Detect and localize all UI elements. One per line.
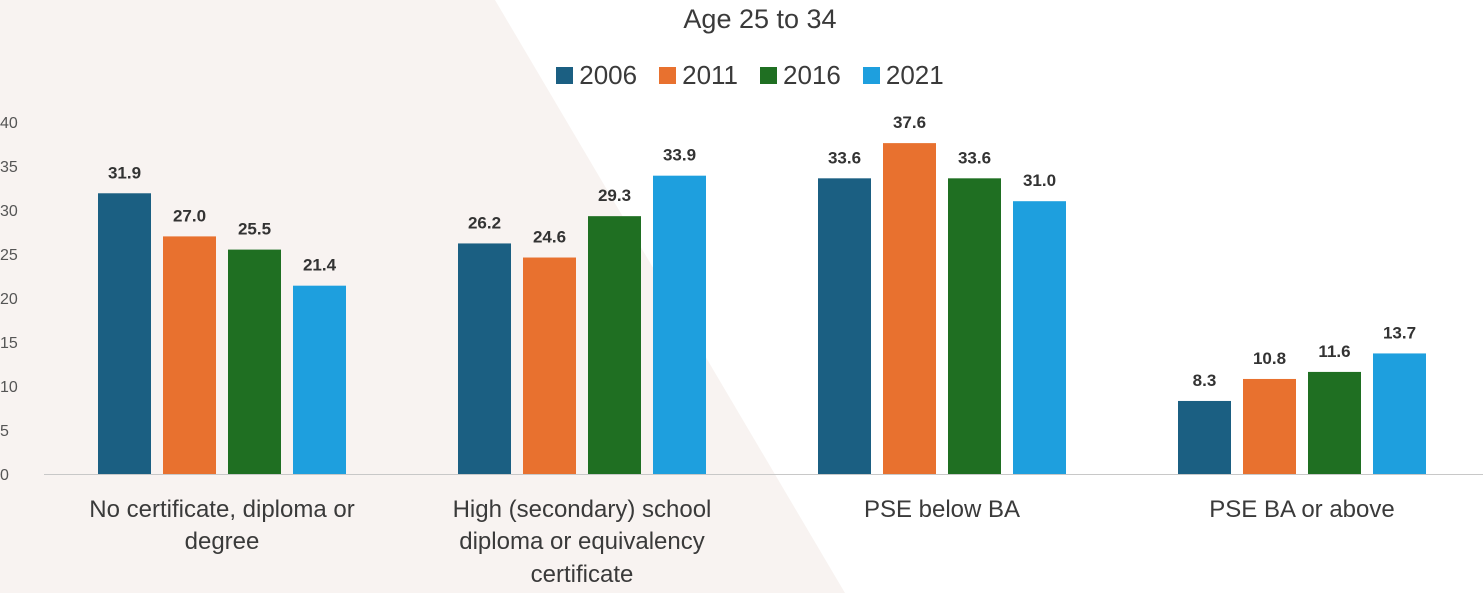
y-tick-label: 35 [0, 159, 18, 176]
chart-title: Age 25 to 34 [683, 4, 837, 34]
bar-2006-1 [98, 193, 151, 474]
legend-item-2016: 2016 [760, 60, 841, 91]
data-label: 33.6 [958, 148, 991, 167]
bar-2006-3 [818, 178, 871, 474]
bar-2016-3 [948, 178, 1001, 474]
bar-2021-1 [293, 285, 346, 474]
data-label: 27.0 [173, 206, 206, 225]
data-label: 31.0 [1023, 171, 1056, 190]
bar-2011-2 [523, 257, 576, 474]
data-label: 11.6 [1318, 342, 1350, 361]
data-label: 24.6 [533, 228, 566, 247]
legend-item-2011: 2011 [659, 60, 738, 91]
data-label: 13.7 [1383, 323, 1416, 342]
legend-swatch [659, 67, 677, 84]
y-tick-label: 5 [0, 423, 9, 440]
x-category-label: PSE BA or above [1209, 496, 1395, 523]
bar-2006-4 [1178, 400, 1231, 474]
data-label: 25.5 [238, 220, 271, 239]
y-tick-label: 10 [0, 379, 18, 396]
data-label: 21.4 [303, 256, 337, 275]
x-category-label: No certificate, diploma or degree [89, 496, 355, 556]
data-label: 8.3 [1193, 371, 1217, 390]
bar-2011-1 [163, 236, 216, 474]
legend-label: 2016 [783, 60, 841, 90]
data-label: 33.6 [828, 148, 861, 167]
legend-label: 2011 [682, 60, 739, 90]
x-category-label: PSE below BA [863, 496, 1021, 523]
data-label: 31.9 [108, 163, 141, 182]
bar-2011-4 [1243, 378, 1296, 474]
y-tick-label: 30 [0, 203, 18, 220]
data-label: 33.9 [663, 146, 696, 165]
legend-swatch [760, 67, 778, 84]
y-tick-label: 40 [0, 115, 18, 132]
legend-label: 2006 [579, 60, 638, 90]
bar-2021-2 [653, 175, 706, 474]
chart-legend: 2006 2011 2016 2021 [0, 60, 1483, 91]
data-label: 29.3 [598, 186, 631, 205]
bar-2006-2 [458, 243, 511, 474]
legend-item-2021: 2021 [862, 60, 944, 91]
bar-2016-2 [588, 216, 641, 474]
bar-2016-4 [1308, 371, 1361, 474]
y-tick-label: 25 [0, 247, 18, 264]
data-label: 10.8 [1253, 349, 1286, 368]
y-tick-label: 20 [0, 291, 18, 308]
data-label: 26.2 [468, 213, 501, 232]
legend-item-2006: 2006 [556, 60, 637, 91]
y-tick-label: 15 [0, 335, 18, 352]
legend-swatch [556, 67, 574, 84]
x-category-label: High (secondary) school diploma or equiv… [452, 496, 712, 588]
legend-swatch [862, 67, 880, 84]
legend-label: 2021 [885, 60, 944, 90]
bar-2016-1 [228, 249, 281, 474]
bar-2021-3 [1013, 201, 1066, 474]
bar-2021-4 [1373, 353, 1426, 474]
data-label: 37.6 [893, 113, 926, 132]
y-tick-label: 0 [0, 467, 9, 484]
bar-2011-3 [883, 143, 936, 474]
